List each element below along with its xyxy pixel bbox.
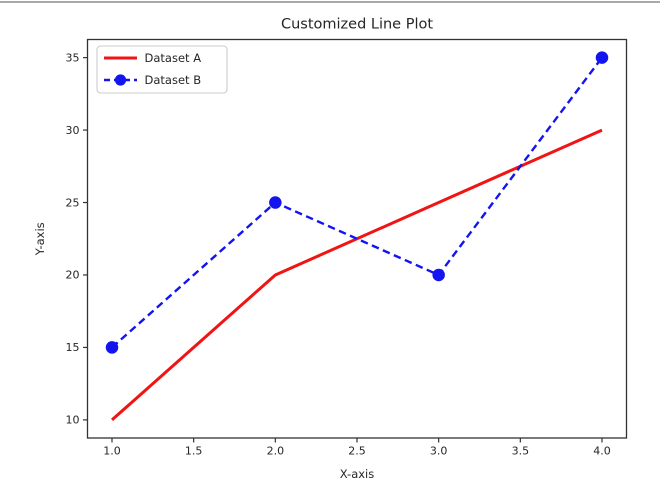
- x-tick-label: 4.0: [593, 445, 611, 458]
- y-tick-label: 25: [66, 196, 80, 209]
- y-tick-label: 10: [66, 414, 80, 427]
- data-point-marker: [105, 341, 119, 354]
- x-tick-label: 1.5: [185, 445, 203, 458]
- x-tick-label: 2.5: [348, 445, 366, 458]
- x-tick-label: 2.0: [267, 445, 285, 458]
- y-tick-label: 20: [66, 269, 80, 282]
- chart-title: Customized Line Plot: [281, 17, 433, 33]
- data-point-marker: [595, 51, 609, 64]
- window-top-border: [0, 1, 660, 3]
- x-tick-label: 1.0: [103, 445, 121, 458]
- x-tick-label: 3.5: [512, 445, 530, 458]
- data-point-marker: [269, 196, 282, 209]
- data-point-marker: [432, 268, 445, 282]
- x-axis-label: X-axis: [340, 467, 375, 481]
- legend-label: Dataset B: [145, 73, 202, 87]
- legend-label: Dataset A: [145, 51, 202, 65]
- y-axis-label: Y-axis: [33, 222, 47, 256]
- x-tick-label: 3.0: [430, 445, 448, 458]
- legend: Dataset A Dataset B: [96, 45, 228, 94]
- legend-marker-sample: [114, 74, 127, 86]
- y-tick-label: 35: [66, 51, 80, 64]
- series-line-dataset-b: [111, 56, 603, 349]
- y-tick-label: 30: [66, 124, 80, 137]
- y-tick-label: 15: [66, 341, 80, 354]
